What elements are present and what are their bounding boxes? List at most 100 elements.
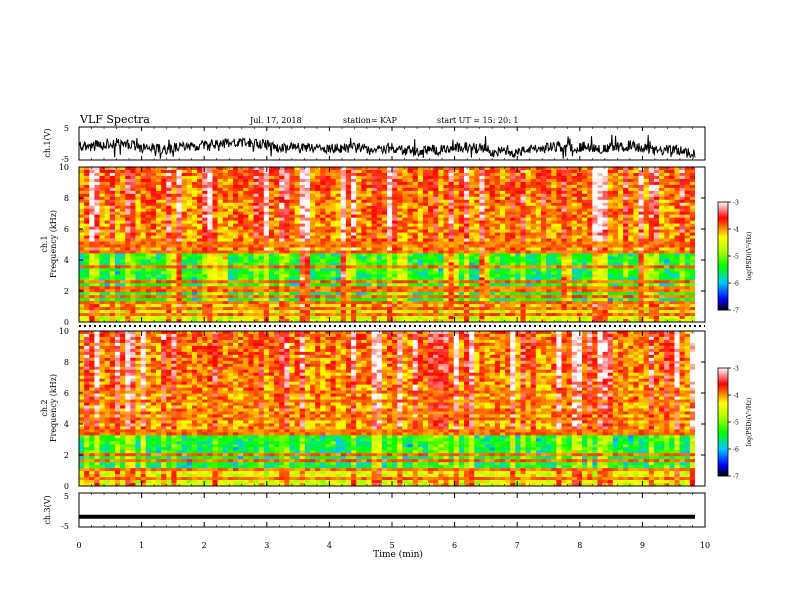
- spectrogram-cell: [351, 232, 357, 236]
- spectrogram-cell: [510, 172, 516, 177]
- spectrogram-cell: [376, 238, 383, 242]
- spectrogram-cell: [109, 205, 116, 210]
- spectrogram-cell: [607, 280, 614, 284]
- spectrogram-cell: [576, 253, 583, 257]
- spectrogram-cell: [284, 178, 290, 183]
- spectrogram-cell: [274, 187, 280, 192]
- spectrogram-cell: [258, 190, 265, 195]
- spectrogram-cell: [268, 274, 275, 278]
- spectrogram-cell: [94, 217, 100, 222]
- spectrogram-cell: [325, 205, 331, 210]
- spectrogram-cell: [607, 247, 614, 251]
- spectrogram-cell: [428, 244, 434, 248]
- spectrogram-cell: [114, 247, 121, 251]
- spectrogram-cell: [433, 178, 439, 183]
- spectrogram-cell: [222, 169, 229, 174]
- spectrogram-cell: [284, 241, 290, 245]
- spectrogram-cell: [289, 250, 295, 254]
- spectrogram-cell: [412, 247, 419, 251]
- spectrogram-cell: [540, 250, 547, 254]
- spectrogram-cell: [674, 196, 680, 201]
- ch1-waveform-panel: 5 -5 ch.1(V): [43, 124, 706, 164]
- spectrogram-cell: [238, 265, 244, 269]
- spectrogram-cell: [422, 256, 429, 260]
- spectrogram-cell: [505, 167, 511, 171]
- spectrogram-cell: [566, 178, 573, 183]
- spectrogram-cell: [433, 256, 439, 260]
- spectrogram-cell: [530, 184, 537, 189]
- spectrogram-cell: [207, 220, 213, 225]
- spectrogram-cell: [679, 280, 686, 284]
- spectrogram-cell: [243, 193, 249, 198]
- spectrogram-cell: [510, 256, 516, 260]
- spectrogram-cell: [623, 277, 629, 281]
- spectrogram-cell: [540, 220, 547, 225]
- spectrogram-cell: [530, 223, 537, 228]
- spectrogram-cell: [315, 199, 321, 204]
- spectrogram-cell: [530, 169, 537, 174]
- spectrogram-cell: [494, 250, 501, 254]
- spectrogram-cell: [530, 187, 537, 192]
- spectrogram-cell: [525, 220, 532, 225]
- spectrogram-cell: [479, 265, 485, 269]
- spectrogram-cell: [443, 208, 449, 213]
- spectrogram-cell: [89, 277, 95, 281]
- spectrogram-cell: [320, 169, 326, 174]
- spectrogram-cell: [376, 229, 383, 233]
- spectrogram-cell: [386, 235, 393, 239]
- spectrogram-cell: [546, 274, 552, 278]
- spectrogram-cell: [428, 211, 434, 216]
- spectrogram-cell: [535, 253, 542, 257]
- spectrogram-cell: [243, 175, 249, 180]
- spectrogram-cell: [407, 268, 414, 272]
- spectrogram-cell: [268, 205, 275, 210]
- spectrogram-cell: [607, 193, 614, 198]
- spectrogram-cell: [233, 274, 239, 278]
- spectrogram-cell: [268, 289, 275, 293]
- spectrogram-cell: [623, 274, 629, 278]
- spectrogram-cell: [84, 259, 90, 263]
- spectrogram-cell: [289, 280, 295, 284]
- spectrogram-cell: [258, 289, 265, 293]
- spectrogram-cell: [612, 172, 619, 177]
- spectrogram-cell: [612, 181, 619, 186]
- spectrogram-cell: [428, 232, 434, 236]
- spectrogram-cell: [376, 274, 383, 278]
- spectrogram-cell: [628, 211, 634, 216]
- spectrogram-cell: [227, 199, 234, 204]
- spectrogram-cell: [561, 202, 568, 207]
- spectrogram-cell: [299, 226, 306, 230]
- spectrogram-cell: [469, 283, 475, 287]
- spectrogram-cell: [212, 169, 218, 174]
- spectrogram-cell: [356, 247, 362, 251]
- spectrogram-cell: [315, 181, 321, 186]
- spectrogram-cell: [515, 181, 521, 186]
- spectrogram-cell: [479, 286, 485, 290]
- spectrogram-cell: [484, 220, 491, 225]
- spectrogram-cell: [623, 184, 629, 189]
- spectrogram-cell: [499, 181, 506, 186]
- spectrogram-cell: [597, 178, 603, 183]
- spectrogram-cell: [227, 178, 234, 183]
- spectrogram-cell: [315, 187, 321, 192]
- spectrogram-cell: [274, 175, 280, 180]
- spectrogram-cell: [335, 184, 342, 189]
- spectrogram-cell: [125, 211, 131, 216]
- spectrogram-cell: [474, 193, 480, 198]
- spectrogram-cell: [428, 265, 434, 269]
- spectrogram-cell: [109, 241, 116, 245]
- spectrogram-cell: [227, 271, 234, 275]
- spectrogram-cell: [515, 199, 521, 204]
- spectrogram-cell: [494, 211, 501, 216]
- spectrogram-cell: [499, 226, 506, 230]
- spectrogram-cell: [489, 178, 496, 183]
- spectrogram-cell: [309, 283, 316, 287]
- spectrogram-cell: [84, 250, 90, 254]
- spectrogram-cell: [233, 211, 239, 216]
- spectrogram-cell: [566, 253, 573, 257]
- spectrogram-cell: [253, 167, 260, 171]
- spectrogram-cell: [274, 167, 280, 171]
- spectrogram-cell: [233, 289, 239, 293]
- spectrogram-cell: [617, 184, 624, 189]
- spectrogram-cell: [258, 178, 265, 183]
